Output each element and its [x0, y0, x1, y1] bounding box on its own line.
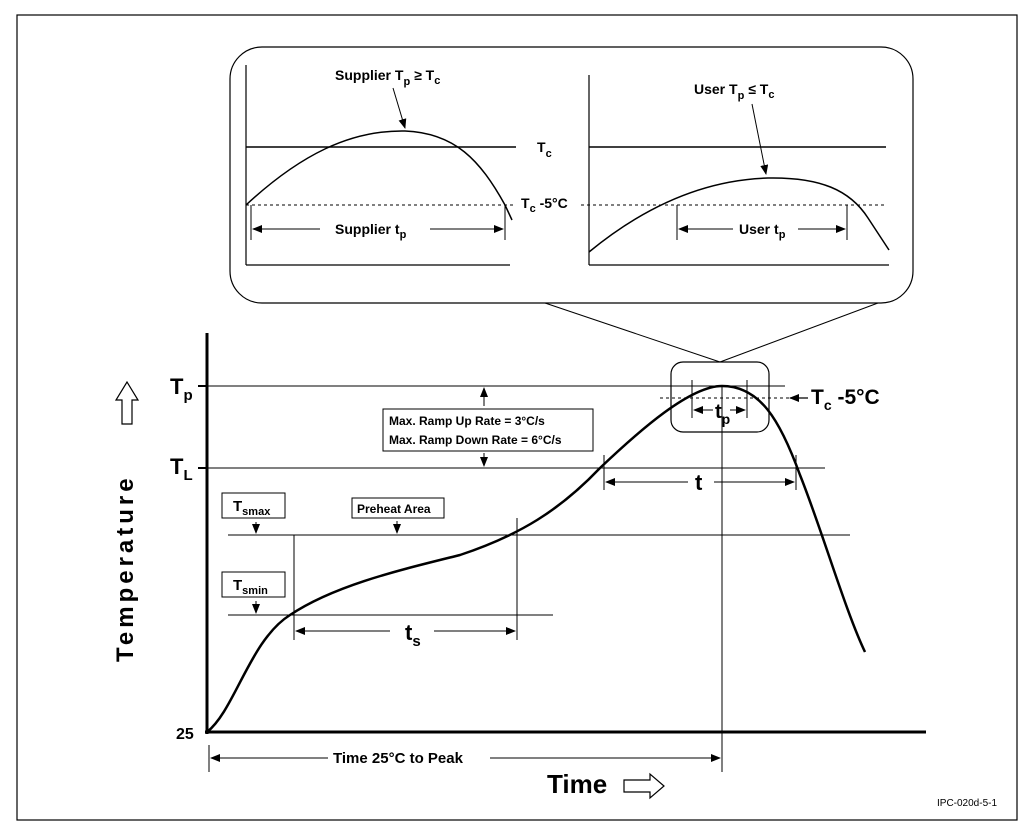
tp-small-label: tp [715, 401, 730, 427]
y25-label: 25 [176, 726, 194, 743]
t-label: t [695, 470, 703, 495]
supplier-peak-arrow [392, 87, 407, 129]
supplier-tp-tc-label: Supplier Tp ≥ Tc [335, 67, 440, 88]
zoom-box [670, 361, 770, 433]
tsmax-box [221, 492, 286, 519]
ramp-rate-box [382, 408, 594, 452]
ts-label: ts [405, 620, 421, 650]
supplier-curve [245, 130, 513, 221]
ramp-up-text: Max. Ramp Up Rate = 3°C/s [389, 414, 545, 428]
tp-axis-label: Tp [170, 374, 193, 404]
time-to-peak-label: Time 25°C to Peak [333, 750, 464, 767]
callout-connector-left [544, 302, 721, 363]
tc5-main-label: Tc -5°C [811, 386, 880, 413]
preheat-label: Preheat Area [357, 502, 431, 516]
callout-connector-right [719, 302, 879, 363]
y-axis-title: Temperature [112, 474, 139, 662]
tsmin-label: Tsmin [233, 577, 268, 597]
preheat-box [351, 497, 445, 519]
inset-callout: Supplier tp Supplier Tp ≥ Tc Tc Tc -5°C … [229, 46, 914, 363]
x-axis-arrow-icon [623, 772, 665, 800]
reflow-curve [206, 384, 867, 733]
user-peak-arrow [751, 103, 769, 175]
ramp-down-text: Max. Ramp Down Rate = 6°C/s [389, 433, 562, 447]
inset-bubble [229, 46, 914, 304]
tsmin-box [221, 571, 286, 598]
x-axis-title: Time [547, 769, 607, 799]
inset-tc-label: Tc [537, 139, 552, 160]
user-tp-tc-label: User Tp ≤ Tc [694, 81, 774, 102]
tsmax-label: Tsmax [233, 498, 271, 518]
figure-id: IPC-020d-5-1 [937, 798, 997, 809]
user-curve [588, 177, 890, 253]
inset-tc5-label: Tc -5°C [521, 195, 568, 215]
tl-axis-label: TL [170, 454, 193, 484]
figure-frame [16, 14, 1018, 821]
user-tp-label: User tp [739, 221, 786, 241]
main-plot: tp Tc -5°C Max. Ramp Up Rate = 3°C/s Max… [112, 333, 997, 809]
y-axis-arrow-icon [114, 380, 140, 425]
supplier-tp-label: Supplier tp [335, 221, 407, 241]
